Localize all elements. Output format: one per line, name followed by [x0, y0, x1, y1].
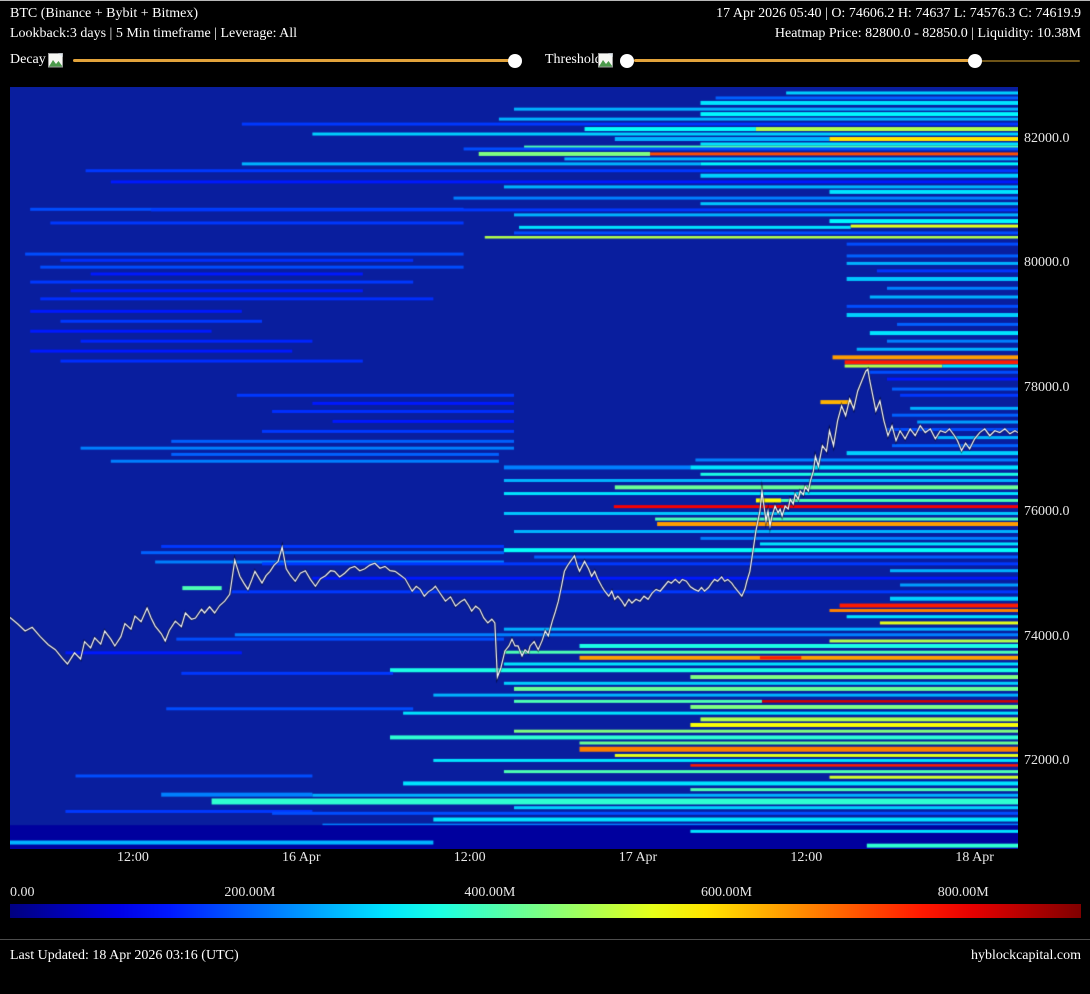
- decay-slider-handle[interactable]: [508, 54, 522, 68]
- price-tick-label: 82000.0: [1024, 131, 1070, 146]
- liquidation-heatmap-canvas[interactable]: [10, 87, 1018, 849]
- liquidity-scale-label: 800.00M: [937, 885, 989, 900]
- footer-divider: [0, 939, 1090, 940]
- liquidity-scale-label: 600.00M: [701, 885, 752, 900]
- broken-image-icon: [48, 53, 64, 68]
- liquidity-colorbar: [10, 904, 1081, 918]
- price-tick-label: 72000.0: [1024, 753, 1070, 769]
- threshold-slider-handle[interactable]: [968, 54, 982, 68]
- time-tick-label: 12:00: [117, 850, 149, 865]
- price-tick-label: 76000.0: [1024, 504, 1070, 520]
- liquidity-scale-label: 400.00M: [464, 885, 516, 900]
- decay-slider-label: Decay: [10, 52, 46, 67]
- threshold-slider-label: Threshold: [545, 52, 602, 67]
- time-tick-label: 12:00: [790, 850, 823, 865]
- time-tick-label: 16 Apr: [282, 850, 321, 865]
- watermark-link[interactable]: hyblockcapital.com: [970, 948, 1081, 963]
- price-tick-label: 74000.0: [1024, 628, 1070, 644]
- threshold-slider-start-dot[interactable]: [620, 54, 634, 68]
- symbol-title: BTC (Binance + Bybit + Bitmex): [10, 6, 199, 21]
- price-tick-label: 78000.0: [1024, 379, 1070, 395]
- broken-image-icon: [598, 53, 614, 68]
- time-tick-label: 17 Apr: [618, 850, 658, 865]
- price-tick-label: 80000.0: [1024, 255, 1070, 271]
- time-tick-label: 18 Apr: [955, 850, 994, 865]
- threshold-slider-track[interactable]: [634, 59, 975, 62]
- last-updated-text: Last Updated: 18 Apr 2026 03:16 (UTC): [10, 948, 239, 963]
- lookback-settings: Lookback:3 days | 5 Min timeframe | Leve…: [10, 26, 298, 41]
- heatmap-price-readout: Heatmap Price: 82800.0 - 82850.0 | Liqui…: [774, 26, 1081, 41]
- ohlc-readout: 17 Apr 2026 05:40 | O: 74606.2 H: 74637 …: [716, 6, 1081, 21]
- liquidity-scale-label: 200.00M: [224, 885, 276, 900]
- time-tick-label: 12:00: [453, 850, 486, 865]
- threshold-slider-track-remainder[interactable]: [975, 60, 1080, 62]
- decay-slider-track[interactable]: [73, 59, 518, 62]
- liquidity-scale-label: 0.00: [10, 885, 35, 900]
